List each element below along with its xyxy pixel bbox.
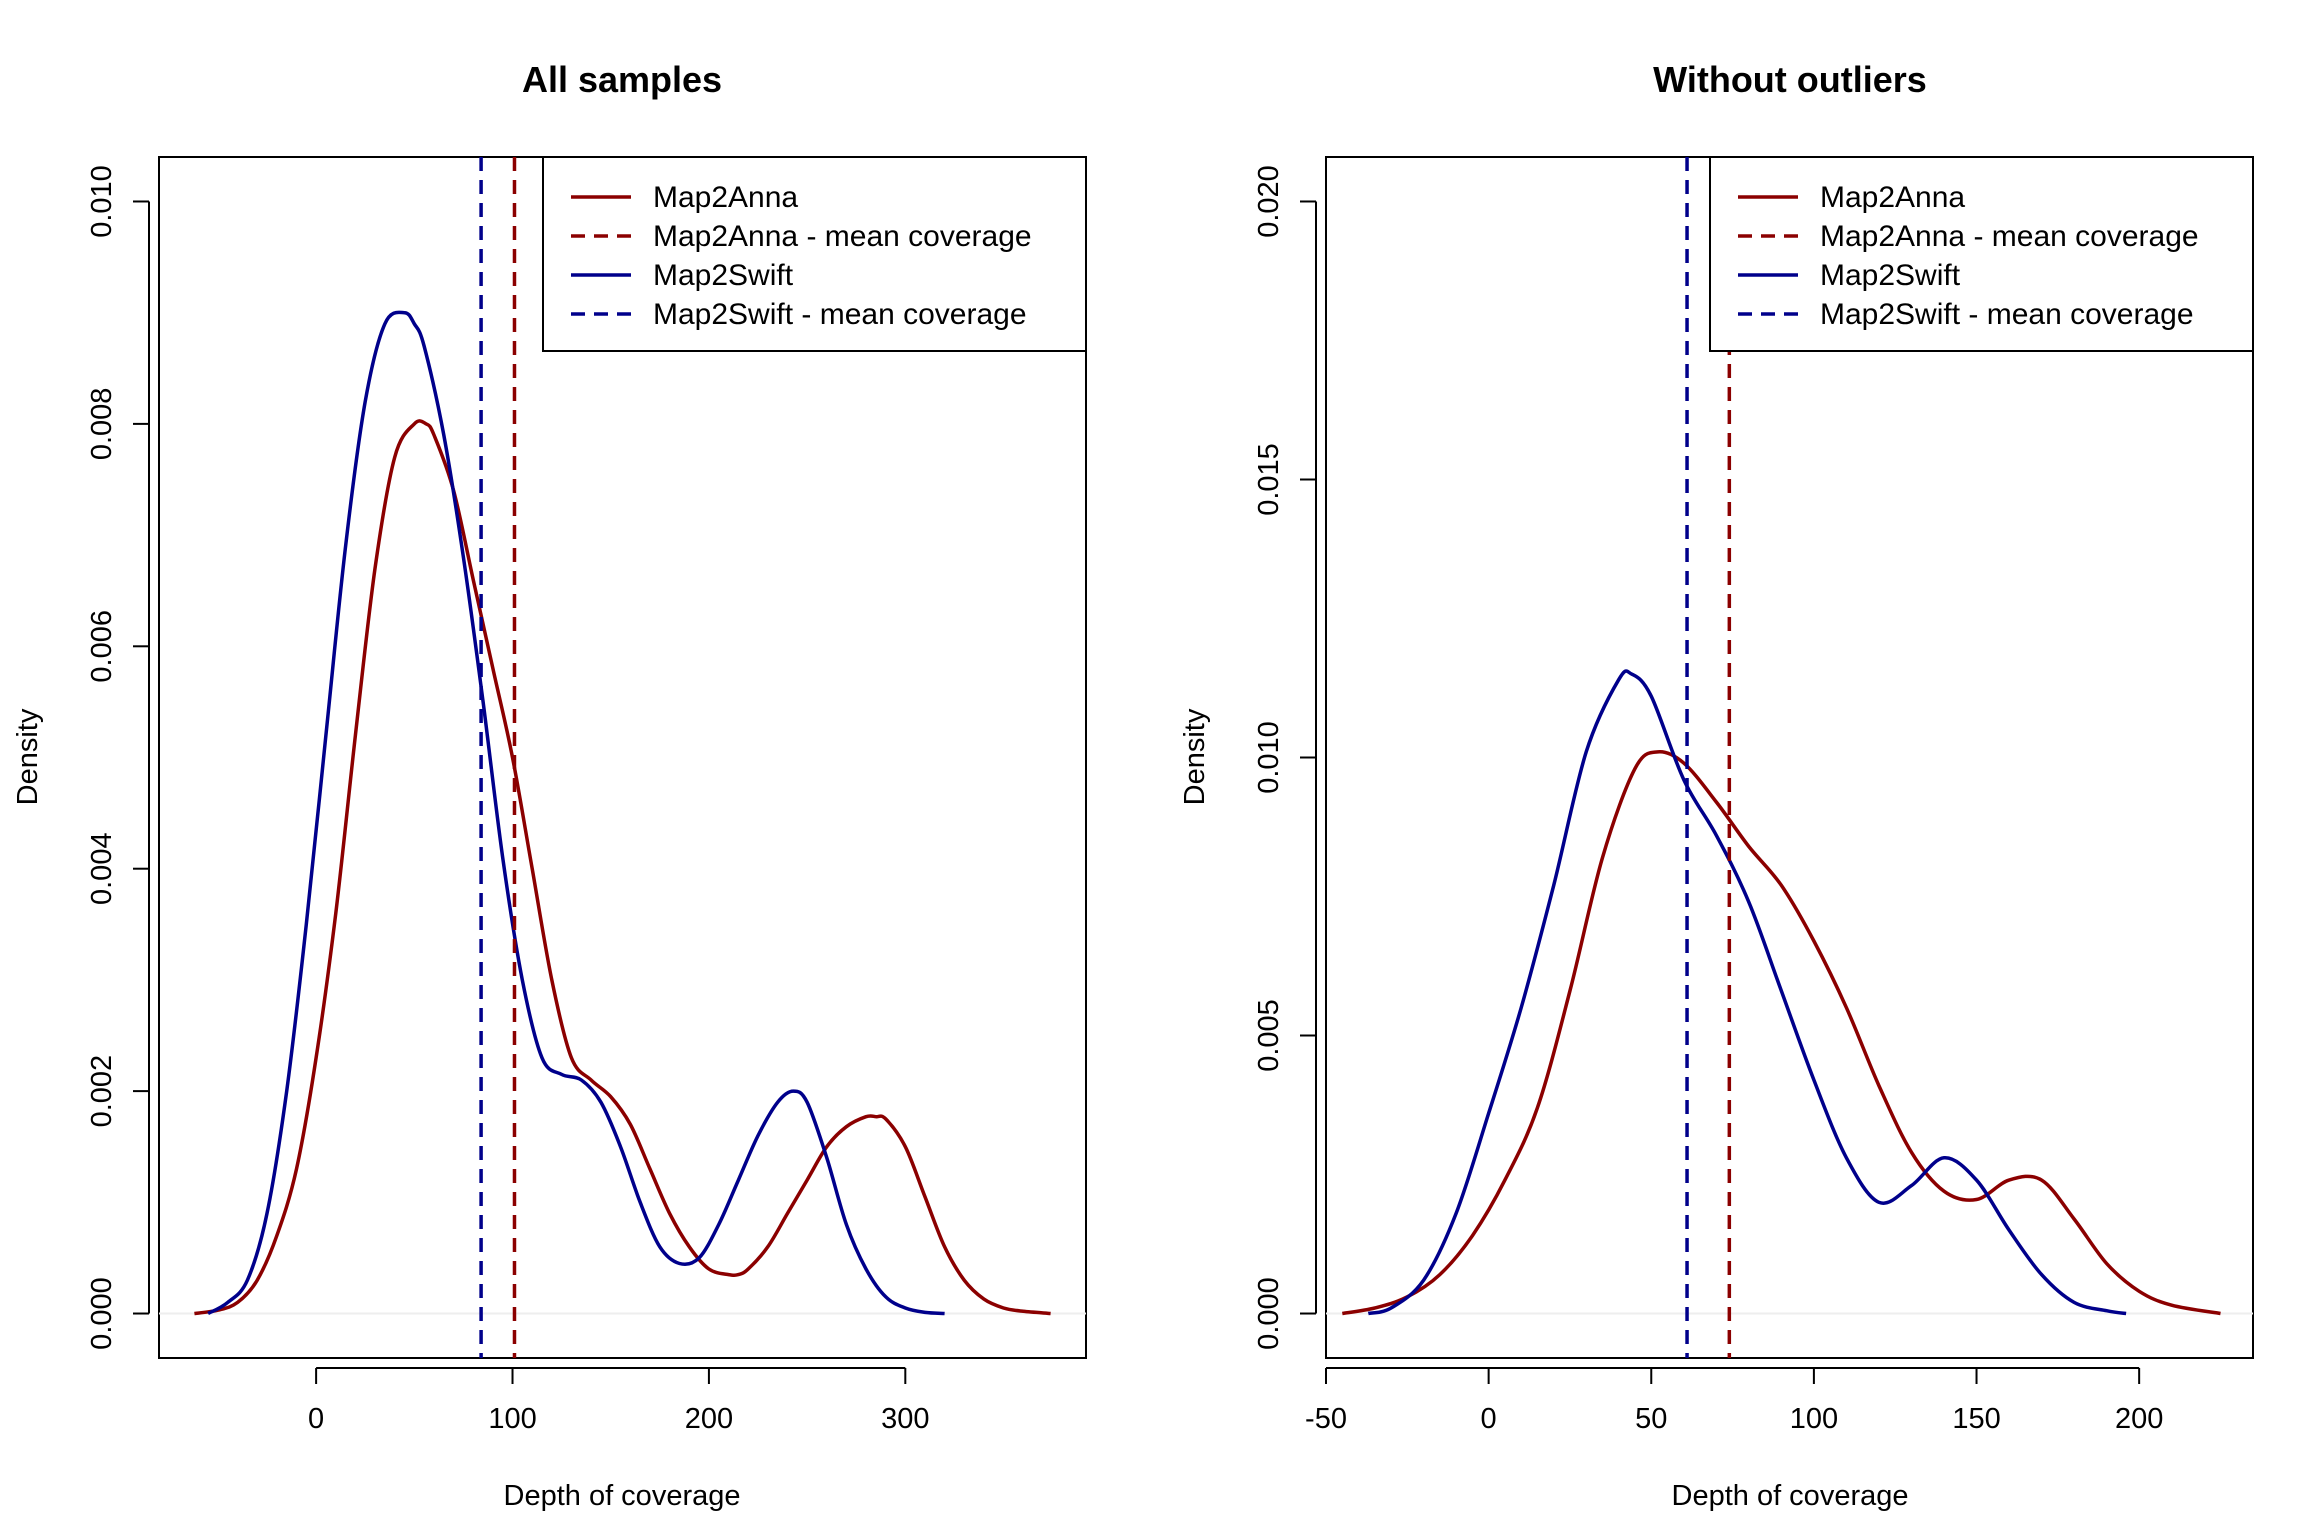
legend-label: Map2Anna — [653, 181, 798, 214]
legend-label: Map2Swift - mean coverage — [1820, 298, 2194, 331]
x-tick-label: -50 — [1305, 1403, 1347, 1435]
series-line-swift — [207, 310, 945, 1316]
legend-label: Map2Swift - mean coverage — [653, 298, 1027, 331]
x-tick-label: 50 — [1635, 1403, 1667, 1435]
legend-box — [1709, 156, 2254, 352]
legend-label: Map2Swift — [1820, 259, 1961, 292]
x-tick-label: 100 — [1790, 1403, 1838, 1435]
y-axis-label: Density — [12, 708, 44, 805]
chart-title: Without outliers — [1653, 59, 1927, 100]
legend-label: Map2Anna - mean coverage — [1820, 220, 2199, 253]
x-axis-label: Depth of coverage — [1672, 1480, 1909, 1512]
legend-label: Map2Swift — [653, 259, 794, 292]
x-axis-label: Depth of coverage — [504, 1480, 741, 1512]
y-tick-label: 0.002 — [86, 1055, 118, 1128]
y-tick-label: 0.000 — [86, 1277, 118, 1350]
legend-box — [542, 156, 1087, 352]
y-axis-label: Density — [1179, 708, 1211, 805]
x-tick-label: 0 — [308, 1403, 324, 1435]
y-tick-label: 0.010 — [1253, 721, 1285, 794]
x-tick-label: 0 — [1481, 1403, 1497, 1435]
x-axis: -50 0 50 100 150 200 — [1305, 1367, 2163, 1435]
chart-all-samples: All samples Depth of coverage Density 0 1… — [12, 59, 1087, 1512]
y-tick-label: 0.005 — [1253, 999, 1285, 1072]
x-tick-label: 200 — [685, 1403, 733, 1435]
plot-area — [1326, 157, 2253, 1358]
series-line-swift — [1367, 669, 2127, 1316]
legend: Map2Anna Map2Anna - mean coverage Map2Swif… — [1709, 156, 2254, 352]
legend-label: Map2Anna — [1820, 181, 1965, 214]
y-tick-label: 0.000 — [1253, 1277, 1285, 1350]
y-tick-label: 0.008 — [86, 388, 118, 461]
y-tick-label: 0.015 — [1253, 443, 1285, 516]
y-axis: 0.000 0.005 0.010 0.015 0.020 — [1253, 165, 1317, 1350]
plot-area — [159, 157, 1086, 1358]
chart-title: All samples — [522, 59, 722, 100]
x-axis: 0 100 200 300 — [308, 1367, 930, 1435]
legend-label: Map2Anna - mean coverage — [653, 220, 1032, 253]
chart-without-outliers: Without outliers Depth of coverage Densi… — [1179, 59, 2254, 1512]
x-tick-label: 300 — [881, 1403, 929, 1435]
x-tick-label: 100 — [488, 1403, 536, 1435]
y-tick-label: 0.006 — [86, 610, 118, 683]
legend: Map2Anna Map2Anna - mean coverage Map2Swif… — [542, 156, 1087, 352]
y-tick-label: 0.010 — [86, 165, 118, 238]
y-tick-label: 0.004 — [86, 832, 118, 905]
x-tick-label: 200 — [2115, 1403, 2163, 1435]
y-axis: 0.000 0.002 0.004 0.006 0.008 0.010 — [86, 165, 150, 1350]
series-line-anna — [1342, 750, 2221, 1316]
y-tick-label: 0.020 — [1253, 165, 1285, 238]
series-line-anna — [194, 419, 1051, 1316]
x-tick-label: 150 — [1952, 1403, 2000, 1435]
